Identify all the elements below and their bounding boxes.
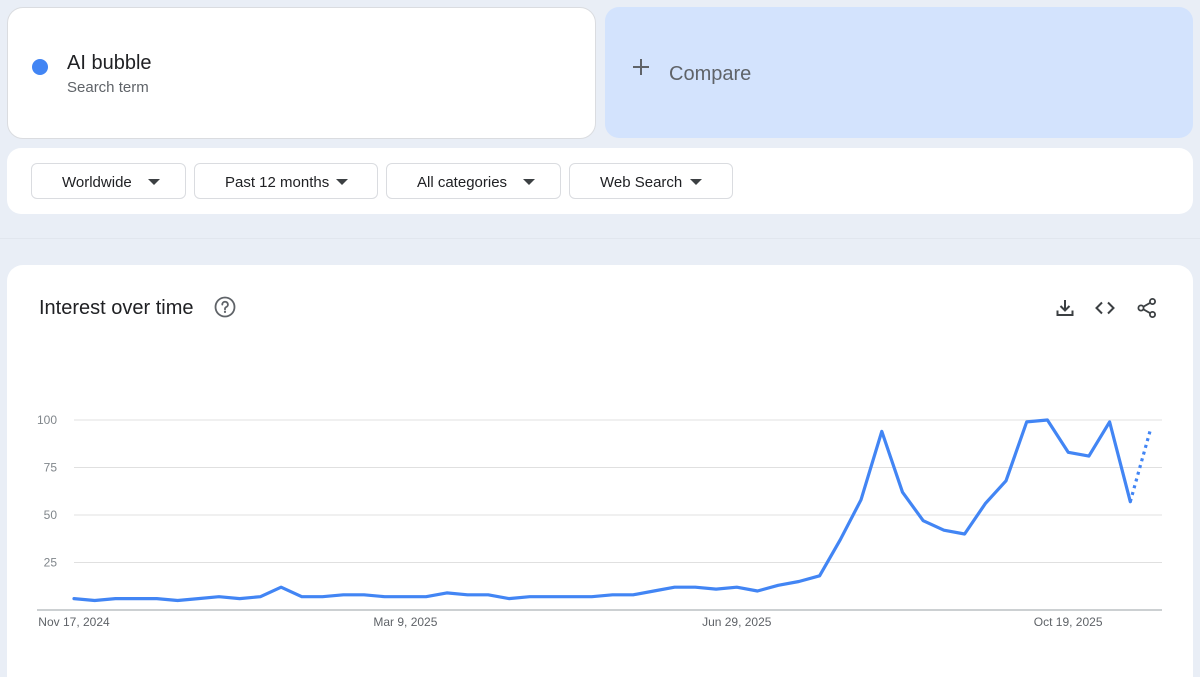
caret-down-icon <box>148 179 160 185</box>
compare-button[interactable]: Compare <box>605 7 1193 138</box>
interest-over-time-panel: Interest over time 25 50 75 100 Nov 17, 2024… <box>7 265 1193 677</box>
filter-time-range-label: Past 12 months <box>225 174 330 191</box>
x-tick-label: Nov 17, 2024 <box>38 615 110 629</box>
filter-search-type-dropdown[interactable]: Web Search <box>569 163 733 199</box>
search-term-card[interactable]: AI bubble Search term <box>7 7 596 139</box>
caret-down-icon <box>336 179 348 185</box>
y-tick-label: 50 <box>44 508 58 522</box>
search-term-subtitle: Search term <box>67 79 149 96</box>
download-icon[interactable] <box>1054 297 1076 319</box>
share-icon[interactable] <box>1136 297 1158 319</box>
x-tick-label: Mar 9, 2025 <box>373 615 437 629</box>
section-divider <box>0 238 1200 239</box>
caret-down-icon <box>523 179 535 185</box>
help-circle-icon[interactable] <box>214 296 236 318</box>
filter-time-range-dropdown[interactable]: Past 12 months <box>194 163 378 199</box>
filter-location-dropdown[interactable]: Worldwide <box>31 163 186 199</box>
caret-down-icon <box>690 179 702 185</box>
embed-code-icon[interactable] <box>1094 297 1116 319</box>
filter-bar: Worldwide Past 12 months All categories … <box>7 148 1193 214</box>
compare-label: Compare <box>669 63 752 85</box>
x-tick-label: Oct 19, 2025 <box>1034 615 1103 629</box>
filter-category-dropdown[interactable]: All categories <box>386 163 561 199</box>
y-tick-label: 75 <box>44 461 58 475</box>
series-partial-line <box>1128 427 1153 503</box>
filter-category-label: All categories <box>417 174 508 191</box>
filter-search-type-label: Web Search <box>600 174 683 191</box>
y-tick-label: 100 <box>37 413 57 427</box>
x-tick-label: Jun 29, 2025 <box>702 615 772 629</box>
panel-title: Interest over time <box>39 297 194 319</box>
series-line <box>72 418 1132 603</box>
circle-dot-icon <box>32 59 48 75</box>
plus-icon <box>633 59 649 75</box>
interest-line-chart: 25 50 75 100 Nov 17, 2024 Mar 9, 2025 Jun 29, … <box>37 413 1162 629</box>
filter-location-label: Worldwide <box>62 174 132 191</box>
search-term-name[interactable]: AI bubble <box>67 52 152 74</box>
y-tick-label: 25 <box>44 556 58 570</box>
